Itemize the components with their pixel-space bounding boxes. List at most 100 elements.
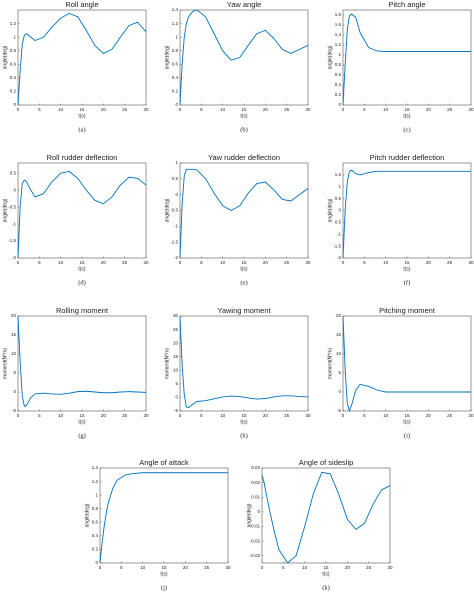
x-tick-label: 0: [261, 565, 264, 570]
x-tick-label: 25: [284, 413, 290, 418]
y-tick-label: -0.5: [170, 208, 178, 213]
y-axis-label: moment(N*m): [327, 348, 333, 379]
y-tick-label: 1: [338, 184, 341, 189]
y-tick-label: 0.8: [10, 48, 17, 53]
x-tick-label: 10: [140, 565, 146, 570]
x-tick-label: 0: [17, 413, 20, 418]
x-tick-label: 25: [447, 413, 453, 418]
y-tick-label: -5: [174, 408, 178, 413]
x-tick-label: 30: [305, 260, 311, 265]
y-tick-label: 10: [11, 351, 17, 356]
x-tick-label: 10: [58, 260, 64, 265]
y-tick-label: 0.5: [335, 196, 342, 201]
data-line: [17, 12, 147, 106]
x-tick-label: 5: [38, 107, 41, 112]
y-tick-label: 1.6: [335, 22, 342, 27]
x-tick-label: 5: [363, 260, 366, 265]
plot-frame: [179, 315, 309, 412]
y-tick-label: 1: [13, 34, 16, 39]
panel-label: (f): [404, 279, 411, 286]
x-tick-label: 10: [220, 413, 226, 418]
y-tick-label: -0.01: [250, 524, 261, 529]
panel-label: (a): [78, 126, 85, 133]
y-tick-label: 1.2: [92, 479, 99, 484]
x-tick-label: 25: [122, 260, 128, 265]
y-tick-label: 0.4: [172, 75, 179, 80]
panel-label: (d): [78, 279, 86, 286]
x-tick-label: 20: [345, 565, 351, 570]
y-tick-label: 0.8: [92, 506, 99, 511]
y-tick-label: 10: [336, 351, 342, 356]
y-tick-label: 0.8: [335, 62, 342, 67]
y-tick-label: 0.6: [92, 519, 99, 524]
x-tick-label: 15: [161, 565, 167, 570]
x-tick-label: 0: [179, 260, 182, 265]
data-line: [99, 472, 228, 564]
y-axis-label: angle(deg): [246, 503, 252, 527]
plot-frame: [99, 467, 229, 564]
chart-title: Roll rudder deflection: [47, 153, 118, 162]
x-tick-label: 25: [366, 565, 372, 570]
x-tick-label: 0: [17, 107, 20, 112]
y-axis-label: angle(deg): [327, 45, 333, 69]
chart-title: Pitching moment: [379, 306, 436, 315]
x-tick-label: 5: [282, 565, 285, 570]
y-tick-label: 0.4: [10, 75, 17, 80]
y-tick-label: 0: [175, 395, 178, 400]
y-tick-label: 0.6: [10, 61, 17, 66]
y-tick-label: -1: [337, 231, 341, 236]
y-tick-label: 15: [173, 354, 179, 359]
x-tick-label: 0: [342, 260, 345, 265]
y-tick-label: 0: [13, 187, 16, 192]
x-tick-label: 10: [58, 107, 64, 112]
x-tick-label: 0: [342, 413, 345, 418]
y-tick-label: -0.5: [8, 204, 16, 209]
y-tick-label: 1.4: [335, 32, 342, 37]
chart-title: Angle of sideslip: [299, 458, 354, 467]
y-tick-label: -0.02: [250, 538, 261, 543]
y-axis-label: moment(N*m): [164, 348, 170, 379]
plot-frame: [342, 162, 472, 259]
x-tick-label: 30: [468, 413, 474, 418]
x-tick-label: 5: [363, 107, 366, 112]
y-tick-label: -2: [12, 255, 16, 260]
y-tick-label: 30: [173, 313, 179, 318]
y-tick-label: 0.03: [251, 465, 260, 470]
y-tick-label: 0.8: [172, 48, 179, 53]
x-tick-label: 30: [143, 107, 149, 112]
y-tick-label: 1: [175, 160, 178, 165]
x-tick-label: 20: [263, 413, 269, 418]
y-tick-label: 0.4: [92, 533, 99, 538]
x-tick-label: 10: [383, 107, 389, 112]
y-tick-label: 0.6: [335, 72, 342, 77]
data-line: [342, 169, 471, 259]
y-tick-label: 0: [13, 389, 16, 394]
x-tick-label: 25: [447, 107, 453, 112]
plot-frame: [342, 315, 472, 412]
y-tick-label: 0.2: [335, 92, 342, 97]
data-line: [17, 315, 147, 407]
y-tick-label: 0.5: [10, 170, 17, 175]
y-tick-label: -5: [12, 408, 16, 413]
y-tick-label: 25: [173, 327, 179, 332]
panel-label: (b): [240, 126, 248, 133]
y-tick-label: 1: [338, 52, 341, 57]
y-tick-label: -0.5: [333, 220, 341, 225]
data-line: [179, 315, 309, 409]
panel-label: (k): [322, 584, 330, 591]
y-tick-label: 0: [338, 389, 341, 394]
y-axis-label: angle(deg): [84, 503, 90, 527]
y-tick-label: 1.8: [335, 12, 342, 17]
x-tick-label: 10: [220, 260, 226, 265]
x-tick-label: 25: [447, 260, 453, 265]
x-axis-label: t(s): [240, 266, 248, 272]
x-axis-label: t(s): [240, 419, 248, 425]
panel-label: (j): [161, 584, 167, 591]
x-tick-label: 20: [426, 260, 432, 265]
y-axis-label: angle(deg): [2, 198, 8, 222]
y-tick-label: 1: [175, 34, 178, 39]
data-line: [179, 9, 309, 106]
x-tick-label: 20: [101, 107, 107, 112]
x-tick-label: 30: [305, 107, 311, 112]
y-tick-label: 0.01: [251, 494, 260, 499]
